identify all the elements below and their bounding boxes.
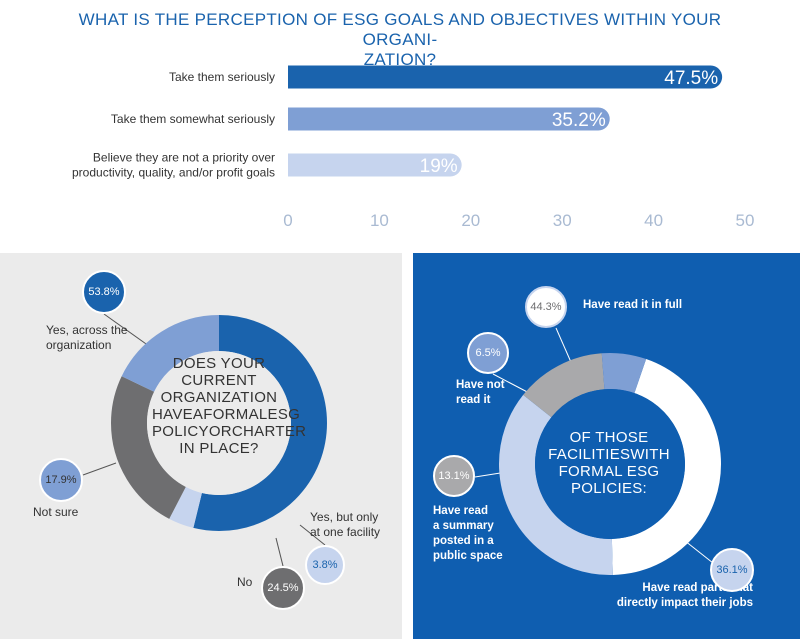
label-yes-org-line-2: organization (46, 338, 112, 352)
bar-chart: 47.5% Take them seriously 35.2% Take them s… (72, 65, 755, 230)
x-tick-label: 50 (736, 211, 755, 230)
right-donut-title-line-3: FORMAL ESG (558, 463, 660, 480)
label-no-line-1: No (237, 575, 253, 589)
label-summary-line-2: a summary (433, 520, 494, 532)
x-tick-label: 20 (461, 211, 480, 230)
label-no: No (237, 575, 252, 590)
label-yes-across-organization: Yes, across the organization (46, 323, 128, 353)
value-17-9: 17.9% (45, 474, 77, 486)
label-summary-line-1: Have read (433, 505, 488, 517)
label-yes-one-line-1: Yes, but only (310, 510, 379, 524)
x-tick-label: 30 (553, 211, 572, 230)
bar-chart-title-line2: ZATION? (363, 50, 437, 69)
left-connector-line-2 (299, 524, 326, 546)
bar-category-label-2-1: Take them somewhat seriously (111, 112, 275, 126)
label-not-read-line-1: Have not (456, 379, 505, 391)
left-donut-title-line-4: HAVEAFORMALESG (152, 406, 301, 423)
bubble-53-8: 53.8% (82, 270, 126, 314)
bubble-17-9: 17.9% (39, 458, 83, 502)
label-read-in-full: Have read it in full (583, 298, 682, 313)
bar-2 (288, 107, 610, 131)
label-full-line-1: Have read it in full (583, 299, 683, 311)
right-donut-slice-2 (499, 352, 721, 575)
bubble-6-5: 6.5% (467, 332, 509, 374)
label-yes-one-facility: Yes, but only at one facility (310, 510, 380, 540)
left-connector-line-4 (82, 462, 117, 476)
left-donut-title-line-3: ORGANIZATION (160, 389, 278, 406)
bar-3 (288, 153, 462, 177)
bar-value-label-2: 35.2% (552, 110, 606, 131)
label-yes-org-line-1: Yes, across the (46, 323, 128, 337)
bar-category-label-3-2: productivity, quality, and/or profit goa… (72, 166, 275, 180)
left-connector-line-3 (275, 537, 284, 567)
label-not-read-line-2: read it (456, 394, 491, 406)
right-donut-title-line-1: OF THOSE (569, 429, 649, 446)
label-yes-one-line-2: at one facility (310, 525, 381, 539)
left-donut-center-title: DOES YOUR CURRENT ORGANIZATION HAVEAFORMALE… (152, 355, 306, 457)
bar-chart-title: WHAT IS THE PERCEPTION OF ESG GOALS AND … (60, 10, 740, 70)
value-6-5: 6.5% (475, 347, 501, 359)
x-tick-label: 0 (283, 211, 292, 230)
bubble-13-1: 13.1% (433, 455, 475, 497)
label-read-summary: Have read a summary posted in a public spac… (433, 504, 503, 564)
label-summary-line-3: posted in a (433, 535, 494, 547)
label-summary-line-4: public space (433, 550, 503, 562)
bar-1 (288, 65, 723, 89)
label-not-sure: Not sure (33, 505, 78, 520)
right-donut-center-title: OF THOSE FACILITIESWITH FORMAL ESG POLICIES… (541, 429, 677, 497)
bar-value-label-3: 19% (420, 156, 458, 177)
right-donut-slice-4 (499, 352, 721, 575)
bar-category-label-3-1: Believe they are not a priority over (93, 151, 275, 165)
label-not-read: Have not read it (456, 378, 505, 408)
left-donut-title-line-1: DOES YOUR (172, 355, 266, 372)
right-donut-panel: OF THOSE FACILITIESWITH FORMAL ESG POLICIES… (413, 253, 800, 639)
left-donut-panel: DOES YOUR CURRENT ORGANIZATION HAVEAFORMALE… (0, 253, 402, 639)
left-donut-slice-3 (111, 315, 327, 531)
left-donut-hole (147, 351, 291, 495)
left-donut-slice-4 (111, 315, 327, 531)
value-13-1: 13.1% (438, 470, 470, 482)
left-donut-title-line-2: CURRENT (181, 372, 257, 389)
value-24-5: 24.5% (267, 582, 299, 594)
value-53-8: 53.8% (88, 286, 120, 298)
x-tick-label: 40 (644, 211, 663, 230)
bubble-44-3: 44.3% (525, 286, 567, 328)
bar-value-label-1: 47.5% (664, 68, 718, 89)
bubble-36-1: 36.1% (710, 548, 754, 592)
bubble-24-5: 24.5% (261, 566, 305, 610)
right-donut-hole (535, 389, 685, 539)
left-donut-chart (82, 313, 327, 567)
left-donut-title-line-5: POLICYORCHARTER (152, 423, 307, 440)
bar-category-label-1-1: Take them seriously (169, 70, 275, 84)
bar-chart-title-line1: WHAT IS THE PERCEPTION OF ESG GOALS AND … (78, 10, 722, 49)
value-3-8: 3.8% (312, 559, 338, 571)
value-36-1: 36.1% (716, 564, 748, 576)
x-tick-label: 10 (370, 211, 389, 230)
value-44-3: 44.3% (530, 301, 562, 313)
label-not-sure-line-1: Not sure (33, 505, 79, 519)
label-parts-line-2: directly impact their jobs (616, 597, 753, 609)
left-donut-title-line-6: IN PLACE? (179, 440, 259, 457)
right-donut-title-line-2: FACILITIESWITH (548, 446, 670, 463)
right-donut-title-line-4: POLICIES: (570, 480, 648, 497)
right-donut-chart (474, 327, 721, 575)
bubble-3-8: 3.8% (305, 545, 345, 585)
